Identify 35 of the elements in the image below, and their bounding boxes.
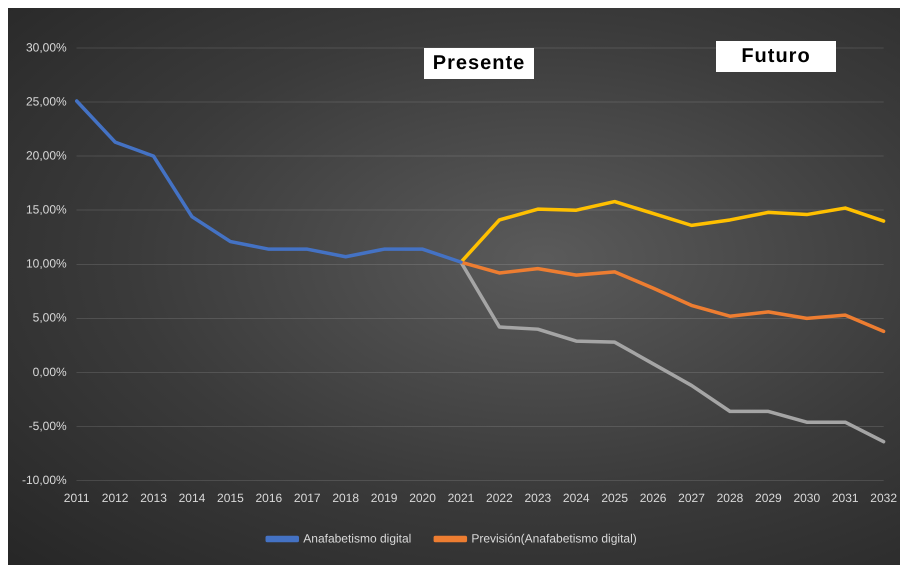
annotation: Futuro xyxy=(716,41,836,72)
x-tick-label: 2016 xyxy=(255,491,282,506)
y-tick-label: 20,00% xyxy=(26,148,68,162)
x-tick-label: 2017 xyxy=(294,491,321,506)
x-tick-label: 2026 xyxy=(640,491,667,506)
x-tick-label: 2024 xyxy=(562,491,590,506)
x-tick-label: 2027 xyxy=(678,491,706,506)
y-tick-label: -5,00% xyxy=(28,418,68,433)
legend-label: Anafabetismo digital xyxy=(303,531,412,546)
x-tick-label: 2015 xyxy=(217,491,244,506)
x-tick-label: 2030 xyxy=(793,491,820,506)
y-tick-label: 10,00% xyxy=(26,256,68,271)
x-tick-label: 2032 xyxy=(870,491,898,506)
x-tick-label: 2025 xyxy=(601,491,628,506)
x-tick-label: 2020 xyxy=(409,491,436,506)
y-tick-label: 5,00% xyxy=(32,310,68,325)
x-tick-label: 2028 xyxy=(716,491,744,506)
y-tick-label: 0,00% xyxy=(32,364,68,379)
y-tick-label: 30,00% xyxy=(26,40,68,54)
legend-label: Previsión(Anafabetismo digital) xyxy=(471,531,637,546)
y-tick-label: 25,00% xyxy=(26,94,68,108)
y-tick-label: -10,00% xyxy=(22,472,68,487)
x-tick-label: 2031 xyxy=(832,491,859,506)
y-tick-label: 15,00% xyxy=(26,202,68,217)
x-tick-label: 2018 xyxy=(332,491,360,506)
annotation: Presente xyxy=(424,48,534,79)
x-tick-label: 2023 xyxy=(524,491,552,506)
x-tick-label: 2022 xyxy=(486,491,514,506)
x-tick-label: 2013 xyxy=(140,491,168,506)
x-tick-label: 2012 xyxy=(102,491,129,506)
x-tick-label: 2021 xyxy=(448,491,475,506)
x-tick-label: 2014 xyxy=(178,491,206,506)
x-tick-label: 2011 xyxy=(64,491,90,506)
x-tick-label: 2019 xyxy=(370,491,398,506)
x-tick-label: 2029 xyxy=(755,491,782,506)
